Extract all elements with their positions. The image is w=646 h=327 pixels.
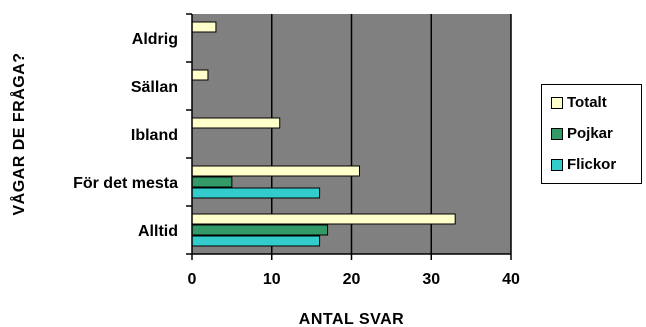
category-label: För det mesta xyxy=(73,175,178,192)
bar-totalt-4 xyxy=(191,213,456,225)
x-axis-title: ANTAL SVAR xyxy=(299,311,404,327)
bar-totalt-2 xyxy=(191,117,281,129)
category-label: Aldrig xyxy=(132,31,178,48)
bar-pojkar-4 xyxy=(191,224,329,236)
x-tick-label: 0 xyxy=(188,271,197,288)
category-label: Ibland xyxy=(131,127,178,144)
legend-label-flickor: Flickor xyxy=(567,156,617,173)
legend-swatch-pojkar xyxy=(551,127,563,140)
x-tick-label: 30 xyxy=(422,271,440,288)
legend-label-pojkar: Pojkar xyxy=(567,125,613,142)
x-tick-label: 40 xyxy=(502,271,520,288)
bar-flickor-4 xyxy=(191,235,321,247)
bar-flickor-3 xyxy=(191,187,321,199)
legend-item-totalt: Totalt xyxy=(551,94,607,111)
legend-item-flickor: Flickor xyxy=(551,156,616,173)
x-tick-label: 20 xyxy=(343,271,361,288)
bar-pojkar-3 xyxy=(191,176,233,188)
legend-label-totalt: Totalt xyxy=(567,94,607,111)
category-label: Alltid xyxy=(138,223,178,240)
bar-totalt-3 xyxy=(191,165,360,177)
y-axis-title: VÅGAR DE FRÅGA? xyxy=(9,52,28,215)
x-tick-label: 10 xyxy=(263,271,281,288)
legend-swatch-totalt xyxy=(551,96,563,109)
category-label: Sällan xyxy=(131,79,178,96)
legend-item-pojkar: Pojkar xyxy=(551,125,613,142)
bar-totalt-0 xyxy=(191,21,217,33)
bar-totalt-1 xyxy=(191,69,209,81)
legend: Totalt Pojkar Flickor xyxy=(541,84,642,184)
legend-swatch-flickor xyxy=(551,158,563,171)
